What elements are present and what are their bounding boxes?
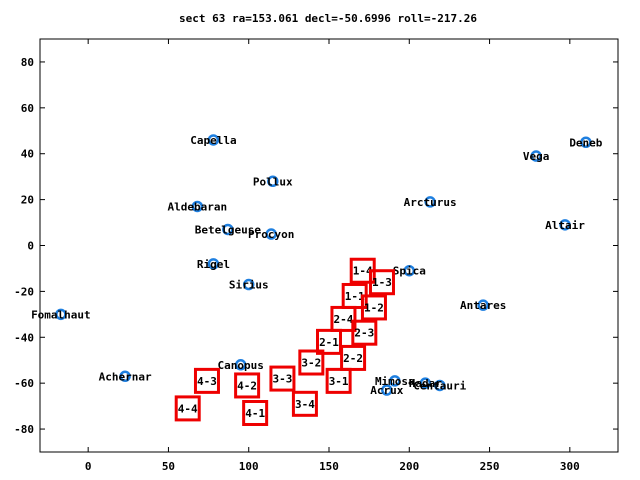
star-marker (559, 219, 571, 231)
x-tick-label: 250 (480, 460, 500, 473)
star-marker (267, 175, 279, 188)
sector-box-label: 4-4 (178, 402, 198, 415)
star-label: Altair (545, 219, 585, 232)
x-tick-label: 300 (560, 460, 580, 473)
x-tick-label: 50 (162, 460, 175, 473)
star-marker (419, 377, 432, 389)
star-marker (477, 299, 489, 311)
y-tick-label: -80 (14, 423, 34, 436)
sector-box (174, 395, 201, 422)
sector-box (242, 399, 269, 426)
sector-box-label: 4-2 (237, 379, 257, 392)
star-label: Hadar (409, 377, 442, 390)
star-label: Aldebaran (168, 200, 228, 213)
y-tick-label: 80 (21, 56, 34, 69)
sector-box (351, 319, 378, 346)
star-label: Canopus (218, 359, 264, 372)
star-label: Sirius (229, 279, 269, 292)
star-marker (580, 136, 592, 148)
sector-boxes: 1-41-3 1-11-2 2-42-3 2-1 2-2 3-2 3-1 3-33-4 4-3 4… (174, 257, 395, 426)
sector-box-label: 2-3 (354, 327, 374, 340)
sector-box (325, 367, 352, 394)
x-tick-label: 200 (399, 460, 419, 473)
sector-box (193, 367, 220, 394)
x-tick-label: 100 (239, 460, 259, 473)
sector-box (330, 305, 357, 332)
chart-title: sect 63 ra=153.061 decl=-50.6996 roll=-2… (179, 12, 477, 25)
star-marker (389, 375, 401, 387)
sector-box (291, 390, 318, 417)
sector-box (360, 294, 387, 321)
sector-box (316, 328, 342, 355)
y-tick-label: 60 (21, 102, 34, 115)
star-label: Achernar (99, 370, 152, 383)
star-marker (434, 379, 446, 392)
star-marker (381, 384, 393, 396)
sector-box-label: 1-3 (372, 276, 392, 289)
star-label: Spica (393, 265, 426, 278)
star-label: Rigel (197, 258, 230, 271)
sector-box (234, 372, 261, 399)
star-markers (55, 134, 592, 396)
star-label: Arcturus (404, 196, 457, 209)
y-tick-label: -40 (14, 331, 34, 344)
sector-box (340, 344, 367, 371)
sector-box (269, 365, 296, 392)
star-label: Pollux (253, 175, 293, 188)
sector-box-label: 3-2 (301, 357, 321, 370)
sector-box-label: 3-3 (273, 373, 293, 386)
sector-box-label: 4-3 (197, 375, 217, 388)
star-label: Betelgeuse (195, 223, 262, 236)
star-label: Antares (460, 299, 506, 312)
star-marker (242, 278, 255, 291)
star-marker (222, 223, 234, 236)
axis-ticks: 0 50 100 150 200 250 300 -80 -60 -40 -20 0 20 40 60 80 (14, 39, 618, 473)
star-marker (55, 308, 67, 321)
star-marker (119, 370, 131, 383)
star-marker (265, 228, 277, 240)
y-tick-label: -60 (14, 377, 34, 390)
star-marker (530, 150, 542, 162)
star-marker (191, 200, 204, 213)
sector-box-label: 3-4 (295, 398, 315, 411)
sector-box-label: 2-1 (319, 336, 339, 349)
sector-box-label: 3-1 (329, 375, 349, 388)
sector-box-label: 2-4 (334, 313, 354, 326)
star-label: Fomalhaut (31, 308, 91, 321)
sector-box (298, 349, 325, 376)
star-marker (234, 359, 247, 371)
x-tick-label: 150 (319, 460, 339, 473)
sector-box-label: 4-1 (245, 407, 265, 420)
y-tick-label: 0 (27, 240, 34, 253)
sector-box-label: 1-1 (345, 290, 365, 303)
star-label: Acrux (370, 384, 403, 397)
sector-box-label: 2-2 (343, 352, 363, 365)
star-marker (207, 258, 220, 270)
sector-box-label: 1-4 (353, 265, 373, 278)
y-tick-label: 20 (21, 194, 34, 207)
star-label: Vega (523, 150, 550, 163)
star-label: Capella (190, 134, 236, 147)
star-label: Deneb (569, 136, 602, 149)
sector-box-label: 1-2 (364, 301, 384, 314)
star-label: Mimosa (375, 375, 415, 388)
star-label: Centauri (413, 379, 466, 392)
x-tick-label: 0 (85, 460, 92, 473)
star-marker (424, 196, 436, 208)
sector-box (368, 269, 395, 296)
star-label: Procyon (248, 228, 294, 241)
plot-frame (39, 38, 619, 453)
star-marker (403, 264, 416, 277)
y-tick-label: 40 (21, 148, 34, 161)
y-tick-label: -20 (14, 285, 34, 298)
star-marker (207, 134, 220, 146)
